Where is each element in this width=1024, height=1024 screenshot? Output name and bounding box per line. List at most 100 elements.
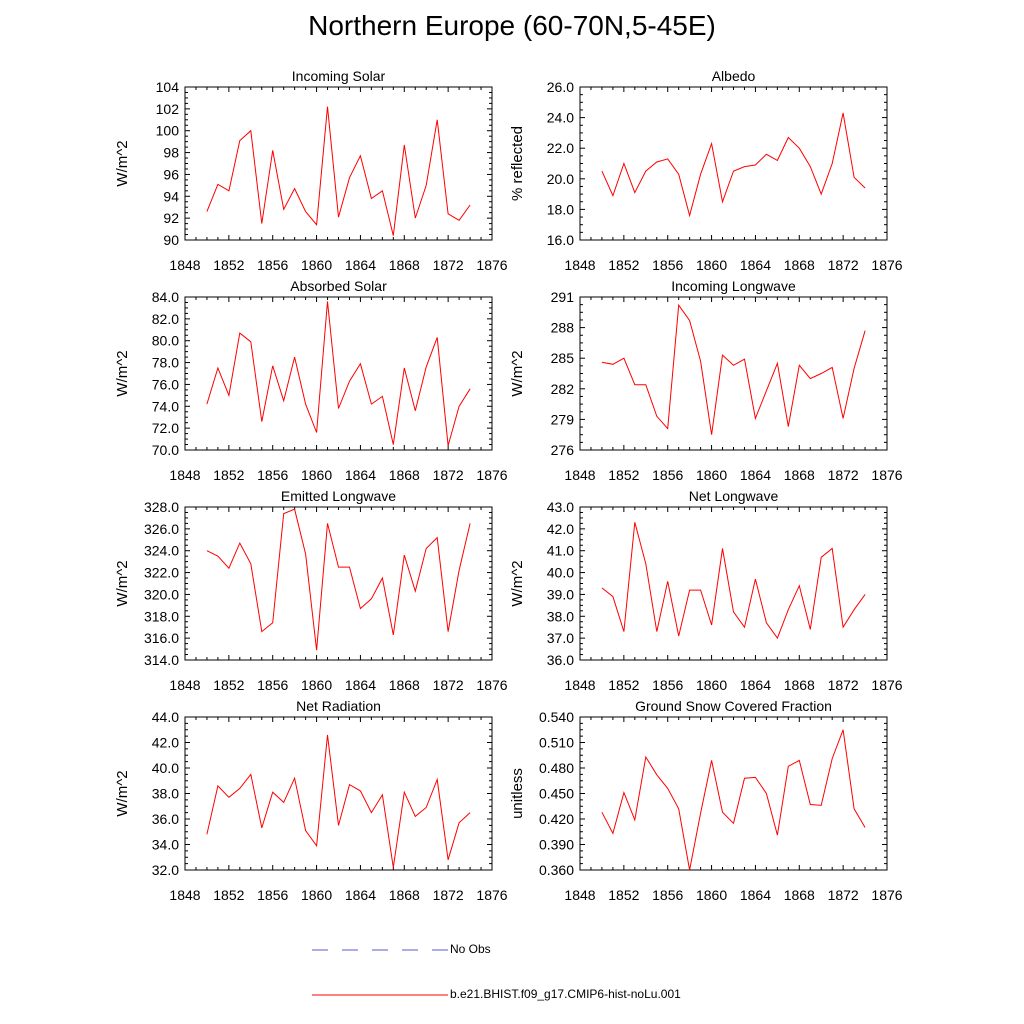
x-tick-label: 1848 <box>169 887 200 903</box>
x-tick-label: 1868 <box>784 887 815 903</box>
chart-panel: Net Longwave 1848 1852 1856 1860 1864 1868 1872… <box>509 488 903 693</box>
y-tick-label: 94 <box>163 188 179 204</box>
x-tick-label: 1872 <box>433 887 464 903</box>
x-tick-label: 1868 <box>784 257 815 273</box>
y-tick-label: 24.0 <box>547 110 574 126</box>
y-tick-label: 38.0 <box>152 786 179 802</box>
y-tick-label: 318.0 <box>144 608 179 624</box>
x-tick-label: 1868 <box>389 677 420 693</box>
y-axis-label: W/m^2 <box>114 770 131 816</box>
y-tick-label: 0.420 <box>539 811 574 827</box>
plot-frame <box>579 716 888 871</box>
x-tick-label: 1872 <box>828 257 859 273</box>
y-tick-label: 78.0 <box>152 355 179 371</box>
x-tick-label: 1852 <box>213 467 244 483</box>
x-tick-label: 1856 <box>652 887 683 903</box>
x-tick-label: 1860 <box>301 887 332 903</box>
figure-title: Northern Europe (60-70N,5-45E) <box>308 10 716 41</box>
x-tick-label: 1848 <box>169 677 200 693</box>
x-tick-label: 1876 <box>476 467 507 483</box>
x-tick-label: 1852 <box>213 677 244 693</box>
chart-title: Absorbed Solar <box>290 278 387 294</box>
x-tick-label: 1876 <box>476 257 507 273</box>
chart-title: Emitted Longwave <box>281 488 396 504</box>
y-axis-label: W/m^2 <box>114 560 131 606</box>
x-tick-label: 1852 <box>608 677 639 693</box>
y-tick-label: 98 <box>163 145 179 161</box>
x-tick-label: 1872 <box>433 467 464 483</box>
y-tick-label: 36.0 <box>152 811 179 827</box>
chart-title: Ground Snow Covered Fraction <box>635 698 832 714</box>
series-line <box>601 729 866 871</box>
x-tick-label: 1876 <box>871 257 902 273</box>
y-tick-label: 20.0 <box>547 171 574 187</box>
y-tick-label: 34.0 <box>152 837 179 853</box>
y-tick-label: 40.0 <box>547 565 574 581</box>
x-tick-label: 1848 <box>169 257 200 273</box>
y-tick-label: 32.0 <box>152 862 179 878</box>
series-line <box>206 301 471 446</box>
x-tick-label: 1852 <box>213 257 244 273</box>
x-tick-label: 1864 <box>345 677 376 693</box>
x-tick-label: 1872 <box>433 257 464 273</box>
y-tick-label: 39.0 <box>547 586 574 602</box>
x-tick-label: 1856 <box>652 257 683 273</box>
x-tick-label: 1876 <box>476 887 507 903</box>
y-tick-label: 279 <box>551 411 575 427</box>
y-tick-label: 42.0 <box>547 521 574 537</box>
y-tick-label: 102 <box>156 101 180 117</box>
y-tick-label: 37.0 <box>547 630 574 646</box>
y-tick-label: 0.480 <box>539 760 574 776</box>
plot-frame <box>579 86 888 241</box>
y-tick-label: 314.0 <box>144 652 179 668</box>
chart-panel: Incoming Solar 1848 1852 1856 1860 1864 1868 18… <box>114 68 508 273</box>
x-tick-label: 1852 <box>608 257 639 273</box>
x-tick-label: 1848 <box>169 467 200 483</box>
chart-panel: Albedo 1848 1852 1856 1860 1864 1868 1872 1876 16… <box>509 68 903 273</box>
x-tick-label: 1860 <box>696 887 727 903</box>
y-axis-label: W/m^2 <box>509 560 526 606</box>
y-tick-label: 0.390 <box>539 837 574 853</box>
x-tick-label: 1860 <box>696 677 727 693</box>
x-tick-label: 1856 <box>652 677 683 693</box>
plot-frame <box>184 506 493 661</box>
y-tick-label: 322.0 <box>144 565 179 581</box>
x-tick-label: 1864 <box>740 257 771 273</box>
x-tick-label: 1848 <box>564 887 595 903</box>
y-tick-label: 72.0 <box>152 420 179 436</box>
chart-panel: Ground Snow Covered Fraction 1848 1852 1856… <box>509 698 903 903</box>
x-tick-label: 1872 <box>433 677 464 693</box>
y-tick-label: 0.450 <box>539 786 574 802</box>
chart-title: Incoming Longwave <box>671 278 796 294</box>
chart-panel: Net Radiation 1848 1852 1856 1860 1864 1868 187… <box>114 698 508 903</box>
x-tick-label: 1864 <box>740 467 771 483</box>
y-tick-label: 44.0 <box>152 709 179 725</box>
x-tick-label: 1852 <box>213 887 244 903</box>
y-tick-label: 316.0 <box>144 630 179 646</box>
y-tick-label: 43.0 <box>547 499 574 515</box>
x-tick-label: 1864 <box>740 677 771 693</box>
y-tick-label: 0.360 <box>539 862 574 878</box>
x-tick-label: 1864 <box>740 887 771 903</box>
y-tick-label: 76.0 <box>152 376 179 392</box>
y-tick-label: 70.0 <box>152 442 179 458</box>
chart-panel: Emitted Longwave 1848 1852 1856 1860 1864 1868… <box>114 488 508 693</box>
x-tick-label: 1864 <box>345 467 376 483</box>
x-tick-label: 1868 <box>389 467 420 483</box>
x-tick-label: 1876 <box>871 887 902 903</box>
series-line <box>206 734 471 868</box>
y-tick-label: 42.0 <box>152 735 179 751</box>
x-tick-label: 1848 <box>564 677 595 693</box>
x-tick-label: 1860 <box>696 467 727 483</box>
y-tick-label: 104 <box>156 79 180 95</box>
chart-panel: Absorbed Solar 1848 1852 1856 1860 1864 1868 18… <box>114 278 508 483</box>
chart-title: Net Radiation <box>296 698 381 714</box>
y-tick-label: 90 <box>163 232 179 248</box>
y-tick-label: 0.510 <box>539 735 574 751</box>
x-tick-label: 1864 <box>345 887 376 903</box>
y-tick-label: 84.0 <box>152 289 179 305</box>
x-tick-label: 1852 <box>608 887 639 903</box>
series-line <box>206 508 471 651</box>
y-tick-label: 38.0 <box>547 608 574 624</box>
x-tick-label: 1852 <box>608 467 639 483</box>
